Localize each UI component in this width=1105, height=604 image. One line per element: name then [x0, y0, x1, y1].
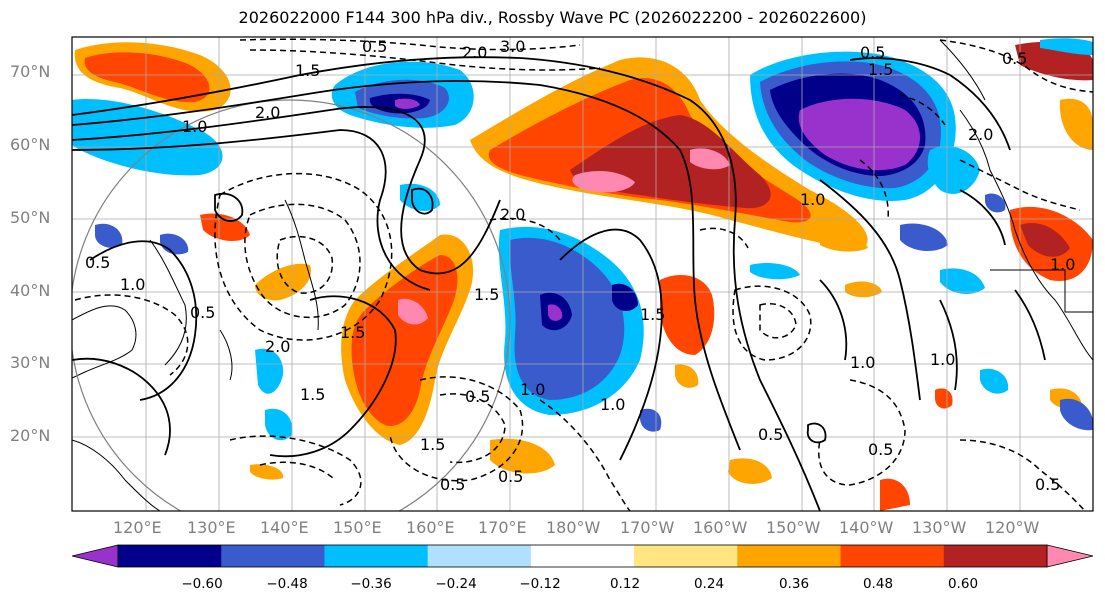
- colorbar-tick-label: 0.12: [609, 576, 641, 592]
- contour-label: 1.5: [420, 435, 445, 454]
- contour-label: 0.5: [190, 303, 215, 322]
- contour-label: 1.0: [520, 380, 545, 399]
- contour-label: 0.5: [498, 467, 523, 486]
- contour-label: 1.0: [120, 275, 145, 294]
- contour-label: 0.5: [1035, 475, 1060, 494]
- contour-label: 1.5: [300, 385, 325, 404]
- lon-label: 180°W: [546, 518, 601, 537]
- lat-label-70n: 70°N: [10, 62, 51, 81]
- colorbar-cell: [840, 545, 945, 567]
- negative-divergence-shading: [72, 38, 1093, 441]
- lon-label: 170°W: [620, 518, 675, 537]
- colorbar-tick-label: 0.48: [862, 576, 894, 592]
- contour-label: 0.5: [758, 425, 783, 444]
- lat-label-50n: 50°N: [10, 208, 51, 227]
- lon-label: 140°W: [839, 518, 894, 537]
- lon-label: 150°W: [766, 518, 821, 537]
- contour-label: 1.0: [930, 350, 955, 369]
- colorbar-cell: [427, 545, 532, 567]
- lon-label: 130°W: [912, 518, 967, 537]
- colorbar: [71, 544, 1094, 568]
- contour-label: 1.5: [640, 305, 665, 324]
- colorbar-cell: [530, 545, 635, 567]
- lon-label: 130°E: [187, 518, 236, 537]
- colorbar-cell: [634, 545, 738, 567]
- lat-label-60n: 60°N: [10, 135, 51, 154]
- colorbar-tick-label: −0.12: [519, 576, 561, 592]
- map-frame: [71, 36, 1094, 512]
- contour-label: 1.0: [600, 395, 625, 414]
- lat-label-20n: 20°N: [10, 426, 51, 445]
- contour-label: 0.5: [85, 253, 110, 272]
- lon-label: 120°W: [985, 518, 1040, 537]
- contour-label: 1.5: [868, 60, 893, 79]
- lon-label: 160°E: [406, 518, 455, 537]
- contour-label: 0.5: [440, 475, 465, 494]
- contour-label: 2.0: [500, 205, 525, 224]
- great-circle: [72, 99, 511, 511]
- contour-label: 0.5: [860, 43, 885, 62]
- map-title: 2026022000 F144 300 hPa div., Rossby Wav…: [238, 8, 867, 27]
- colorbar-cell: [737, 545, 842, 567]
- colorbar-tick-label: −0.24: [435, 576, 477, 592]
- colorbar-tick-label: 0.36: [778, 576, 810, 592]
- positive-divergence-shading: [74, 41, 1093, 511]
- colorbar-extend-low: [71, 544, 119, 568]
- contour-label: 1.0: [850, 353, 875, 372]
- gridlines: [72, 37, 1093, 511]
- contour-label: 2.0: [968, 125, 993, 144]
- contour-label: 0.5: [1002, 49, 1027, 68]
- lon-label: 120°E: [113, 518, 162, 537]
- contour-label: 2.0: [462, 43, 487, 62]
- contour-label: 0.5: [465, 387, 490, 406]
- colorbar-cell: [324, 545, 429, 567]
- contour-labels: 0.5 1.5 2.0 3.0 1.0 0.5 2.0 1.5 1.0 0.5 …: [85, 37, 1075, 494]
- colorbar-tick-label: −0.60: [181, 576, 223, 592]
- contour-label: 1.0: [800, 190, 825, 209]
- contour-label: 1.5: [474, 285, 499, 304]
- colorbar-tick-label: 0.60: [947, 576, 979, 592]
- dashed-contours: [74, 38, 1093, 511]
- colorbar-tick-label: −0.48: [266, 576, 308, 592]
- lon-label: 170°E: [478, 518, 527, 537]
- lon-label: 160°W: [693, 518, 748, 537]
- lat-label-30n: 30°N: [10, 353, 51, 372]
- contour-label: 1.5: [340, 323, 365, 342]
- colorbar-extend-high: [1046, 544, 1094, 568]
- map-field: 0.5 1.5 2.0 3.0 1.0 0.5 2.0 1.5 1.0 0.5 …: [72, 37, 1093, 511]
- colorbar-tick-label: 0.24: [693, 576, 725, 592]
- contour-label: 1.0: [1050, 255, 1075, 274]
- contour-label: 2.0: [255, 103, 280, 122]
- contour-label: 1.0: [182, 117, 207, 136]
- colorbar-cells: [118, 545, 1048, 567]
- colorbar-cell: [943, 545, 1048, 567]
- contour-label: 1.5: [295, 61, 320, 80]
- lon-label: 140°E: [260, 518, 309, 537]
- coastlines: [72, 39, 1093, 511]
- lat-label-40n: 40°N: [10, 281, 51, 300]
- lon-label: 150°E: [333, 518, 382, 537]
- colorbar-cell: [118, 545, 222, 567]
- colorbar-tick-label: −0.36: [350, 576, 392, 592]
- contour-label: 2.0: [265, 337, 290, 356]
- contour-label: 3.0: [500, 37, 525, 56]
- contour-label: 0.5: [362, 37, 387, 56]
- colorbar-cell: [221, 545, 325, 567]
- contour-label: 0.5: [868, 440, 893, 459]
- solid-contours: [72, 56, 1046, 511]
